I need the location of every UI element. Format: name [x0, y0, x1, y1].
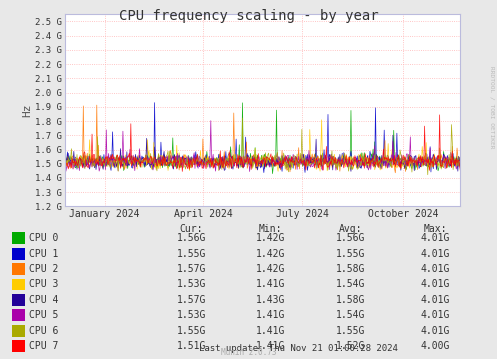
- Text: 1.58G: 1.58G: [335, 295, 365, 305]
- Text: 1.57G: 1.57G: [176, 264, 206, 274]
- Text: 1.42G: 1.42G: [256, 248, 286, 258]
- Text: 1.54G: 1.54G: [335, 310, 365, 320]
- Text: 1.51G: 1.51G: [176, 341, 206, 351]
- Text: 1.54G: 1.54G: [335, 279, 365, 289]
- Text: 1.53G: 1.53G: [176, 310, 206, 320]
- Text: CPU 6: CPU 6: [29, 326, 58, 336]
- Text: 1.53G: 1.53G: [176, 279, 206, 289]
- Text: 4.01G: 4.01G: [420, 264, 450, 274]
- Text: 1.57G: 1.57G: [176, 295, 206, 305]
- Text: 1.58G: 1.58G: [335, 264, 365, 274]
- Text: CPU 1: CPU 1: [29, 248, 58, 258]
- Text: 4.01G: 4.01G: [420, 279, 450, 289]
- Text: 4.01G: 4.01G: [420, 295, 450, 305]
- Text: Min:: Min:: [259, 224, 283, 234]
- Text: RRDTOOL / TOBI OETIKER: RRDTOOL / TOBI OETIKER: [490, 66, 495, 149]
- Text: CPU 3: CPU 3: [29, 279, 58, 289]
- Text: Avg:: Avg:: [338, 224, 362, 234]
- Text: 1.56G: 1.56G: [176, 233, 206, 243]
- Text: Last update: Thu Nov 21 01:00:28 2024: Last update: Thu Nov 21 01:00:28 2024: [199, 344, 398, 353]
- Text: CPU frequency scaling - by year: CPU frequency scaling - by year: [119, 9, 378, 23]
- Text: 1.41G: 1.41G: [256, 279, 286, 289]
- Text: Max:: Max:: [423, 224, 447, 234]
- Text: 1.41G: 1.41G: [256, 310, 286, 320]
- Text: 1.41G: 1.41G: [256, 326, 286, 336]
- Text: 4.00G: 4.00G: [420, 341, 450, 351]
- Text: CPU 4: CPU 4: [29, 295, 58, 305]
- Text: CPU 2: CPU 2: [29, 264, 58, 274]
- Text: 1.52G: 1.52G: [335, 341, 365, 351]
- Text: 1.55G: 1.55G: [176, 326, 206, 336]
- Text: 1.55G: 1.55G: [335, 248, 365, 258]
- Text: Cur:: Cur:: [179, 224, 203, 234]
- Text: 1.56G: 1.56G: [335, 233, 365, 243]
- Text: 1.42G: 1.42G: [256, 233, 286, 243]
- Text: 4.01G: 4.01G: [420, 326, 450, 336]
- Text: 1.43G: 1.43G: [256, 295, 286, 305]
- Text: 1.55G: 1.55G: [176, 248, 206, 258]
- Text: CPU 5: CPU 5: [29, 310, 58, 320]
- Text: 4.01G: 4.01G: [420, 233, 450, 243]
- Text: CPU 7: CPU 7: [29, 341, 58, 351]
- Text: 1.41G: 1.41G: [256, 341, 286, 351]
- Text: CPU 0: CPU 0: [29, 233, 58, 243]
- Text: 1.42G: 1.42G: [256, 264, 286, 274]
- Text: 4.01G: 4.01G: [420, 248, 450, 258]
- Text: Munin 2.0.73: Munin 2.0.73: [221, 348, 276, 357]
- Y-axis label: Hz: Hz: [23, 104, 33, 117]
- Text: 1.55G: 1.55G: [335, 326, 365, 336]
- Text: 4.01G: 4.01G: [420, 310, 450, 320]
